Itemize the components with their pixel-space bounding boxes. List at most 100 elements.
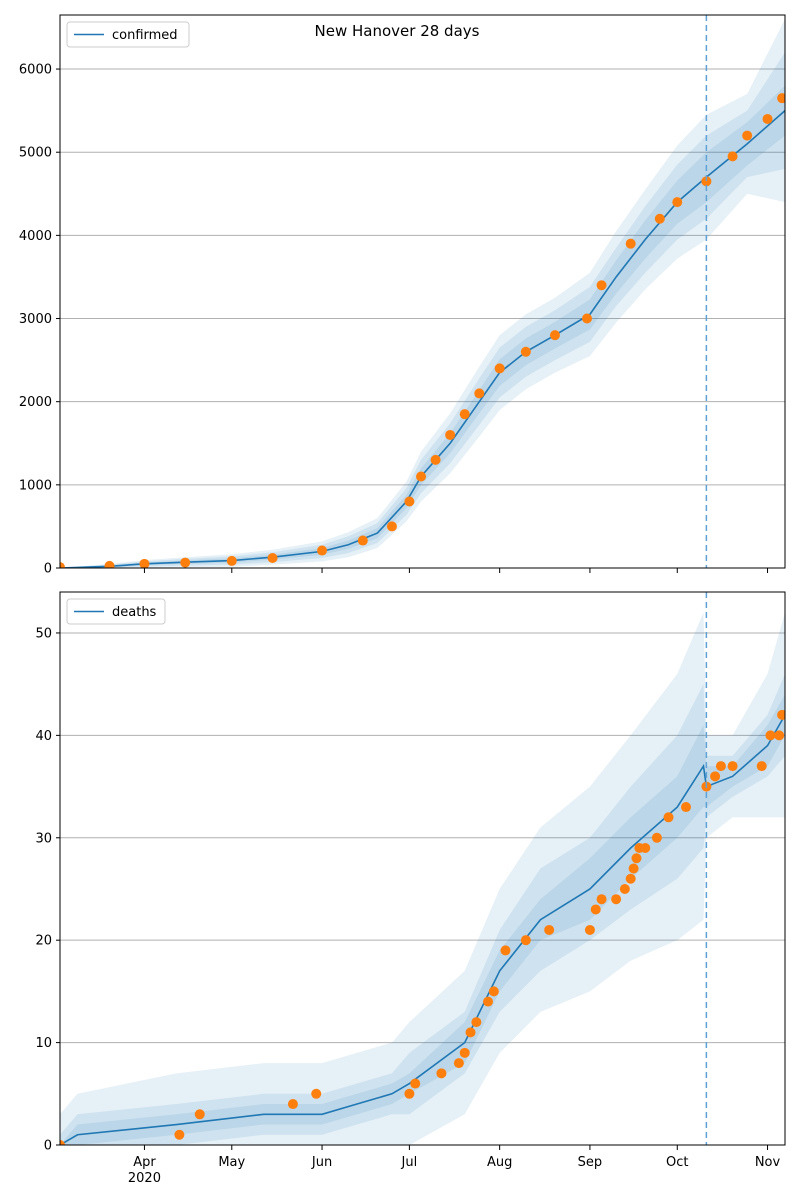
- observed-point: [715, 761, 726, 772]
- observed-point: [60, 562, 65, 568]
- observed-point: [640, 843, 651, 854]
- y-tick-label: 0: [44, 1139, 52, 1154]
- x-tick-label: Jun: [311, 1155, 332, 1170]
- observed-point: [544, 924, 555, 935]
- observed-point: [445, 429, 456, 440]
- observed-point: [756, 761, 767, 772]
- x-tick-label: Aug: [487, 1155, 512, 1170]
- observed-point: [520, 346, 531, 357]
- x-tick-label: Jul: [401, 1155, 418, 1170]
- observed-point: [267, 553, 278, 564]
- interval-band-80pct: [60, 673, 785, 1145]
- interval-band-95pct: [60, 612, 785, 1145]
- x-tick-label: Apr: [133, 1155, 156, 1170]
- observed-point: [549, 330, 560, 341]
- observed-point: [596, 280, 607, 291]
- observed-point: [104, 560, 115, 568]
- observed-point: [459, 409, 470, 420]
- legend-label: deaths: [112, 605, 157, 620]
- y-tick-label: 6000: [19, 63, 52, 78]
- x-tick-label: Nov: [755, 1155, 781, 1170]
- observed-point: [727, 151, 738, 162]
- observed-point: [386, 521, 397, 532]
- observed-point: [631, 853, 642, 864]
- plot-area: [60, 612, 785, 1145]
- observed-point: [727, 761, 738, 772]
- confirmed-panel: 0 1000 2000 3000 4000 5000 6000 confirmed: [19, 14, 786, 577]
- observed-point: [465, 1027, 476, 1038]
- observed-point: [174, 1129, 185, 1140]
- observed-point: [139, 558, 150, 568]
- observed-point: [459, 1047, 470, 1058]
- observed-point: [180, 557, 191, 568]
- legend-box: [66, 21, 190, 48]
- legend: deaths: [66, 598, 166, 625]
- y-tick-label: 1000: [19, 478, 52, 493]
- observed-point: [416, 471, 427, 482]
- y-tick-label: 0: [44, 562, 52, 577]
- observed-point: [404, 1088, 415, 1099]
- observed-point: [625, 238, 636, 249]
- observed-point: [453, 1058, 464, 1069]
- observed-point: [436, 1068, 447, 1079]
- x-tick-year-label: 2020: [128, 1171, 161, 1186]
- legend-label: confirmed: [112, 28, 178, 43]
- observed-point: [710, 771, 721, 782]
- observed-point: [628, 863, 639, 874]
- legend: confirmed: [66, 21, 190, 48]
- y-tick-label: 20: [35, 934, 52, 949]
- observed-point: [226, 555, 237, 566]
- y-tick-label: 10: [35, 1036, 52, 1051]
- observed-point: [701, 176, 712, 187]
- observed-point: [471, 1017, 482, 1028]
- y-tick-label: 4000: [19, 229, 52, 244]
- observed-point: [357, 535, 368, 546]
- observed-point: [494, 363, 505, 374]
- observed-point: [681, 802, 692, 813]
- figure-title: New Hanover 28 days: [315, 22, 480, 40]
- observed-point: [404, 496, 415, 507]
- axes-frame: [59, 14, 786, 569]
- observed-point: [483, 996, 494, 1007]
- observed-point: [582, 313, 593, 324]
- x-tick-label: Oct: [666, 1155, 688, 1170]
- observed-point: [60, 1140, 65, 1145]
- observed-point: [584, 924, 595, 935]
- model-line: [60, 110, 785, 568]
- y-tick-label: 5000: [19, 146, 52, 161]
- y-tick-label: 2000: [19, 395, 52, 410]
- observed-point: [500, 945, 511, 956]
- observed-point: [520, 935, 531, 946]
- interval-band-80pct: [60, 52, 785, 568]
- observed-point: [194, 1109, 205, 1120]
- observed-point: [774, 730, 785, 741]
- observed-point: [672, 197, 683, 208]
- axes-frame: [59, 591, 786, 1146]
- observed-point: [311, 1088, 322, 1099]
- x-tick-label: Sep: [578, 1155, 603, 1170]
- interval-band-50pct: [60, 85, 785, 568]
- observed-point: [654, 213, 665, 224]
- observed-point: [762, 113, 773, 124]
- observed-point: [287, 1099, 298, 1110]
- y-tick-label: 40: [35, 729, 52, 744]
- observed-point: [596, 894, 607, 905]
- observed-point: [317, 545, 328, 556]
- observed-point: [590, 904, 601, 915]
- observed-point: [777, 709, 785, 720]
- observed-point: [619, 883, 630, 894]
- y-tick-label: 30: [35, 831, 52, 846]
- observed-point: [430, 454, 441, 465]
- observed-point: [474, 388, 485, 399]
- observed-point: [663, 812, 674, 823]
- observed-point: [410, 1078, 421, 1089]
- x-tick-label: May: [218, 1155, 245, 1170]
- y-tick-label: 3000: [19, 312, 52, 327]
- observed-point: [651, 832, 662, 843]
- legend-box: [66, 598, 166, 625]
- observed-point: [742, 130, 753, 141]
- observed-point: [488, 986, 499, 997]
- observed-point: [611, 894, 622, 905]
